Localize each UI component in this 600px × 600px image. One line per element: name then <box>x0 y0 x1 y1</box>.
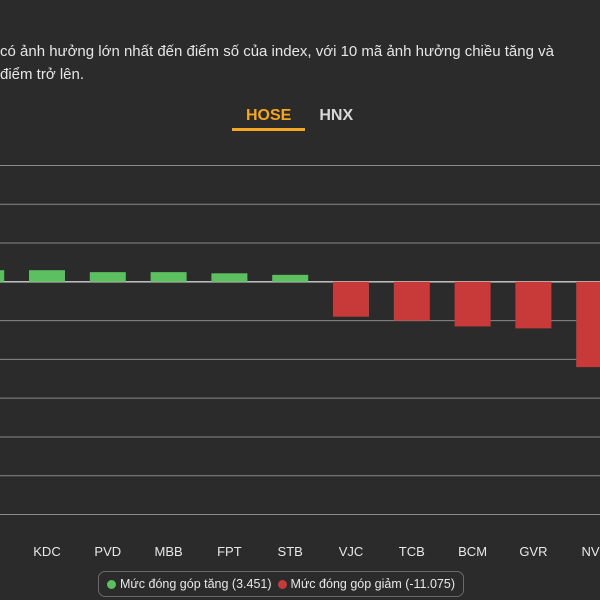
tab-hose[interactable]: HOSE <box>232 104 306 131</box>
tab-hnx[interactable]: HNX <box>319 107 354 124</box>
legend-item-positive[interactable]: Mức đóng góp tăng (3.451) <box>107 577 272 591</box>
bar-vjc[interactable] <box>333 281 369 317</box>
x-tick-label: KDC <box>33 544 60 559</box>
bar-tcb[interactable] <box>393 281 430 321</box>
positive-dot-icon <box>107 579 116 589</box>
x-tick-label: PVD <box>94 544 121 559</box>
legend-item-negative[interactable]: Mức đóng góp giảm (-11.075) <box>277 577 456 591</box>
x-tick-label: BCM <box>458 544 487 559</box>
x-tick-label: MBB <box>155 544 183 559</box>
exchange-tabs: HOSE HNX <box>232 104 367 136</box>
description-line-2: điểm trở lên. <box>0 66 85 83</box>
bar-nvl[interactable] <box>576 281 600 368</box>
x-tick-label: STB <box>278 544 303 559</box>
x-tick-label: FPT <box>217 544 242 559</box>
bar-kdc[interactable] <box>29 270 65 282</box>
chart-description: có ảnh hưởng lớn nhất đến điểm số của in… <box>0 40 600 86</box>
bar-gvr[interactable] <box>515 281 552 329</box>
bar-fpt[interactable] <box>211 273 248 282</box>
bar-partial[interactable] <box>0 270 5 282</box>
x-tick-label: GVR <box>519 544 547 559</box>
x-tick-label: NVL <box>582 544 600 559</box>
legend-positive-label: Mức đóng góp tăng (3.451) <box>120 577 272 591</box>
negative-dot-icon <box>277 579 287 589</box>
chart-legend: Mức đóng góp tăng (3.451) Mức đóng góp g… <box>98 571 465 597</box>
legend-negative-label: Mức đóng góp giảm (-11.075) <box>290 577 456 591</box>
bar-stb[interactable] <box>272 274 309 282</box>
bar-mbb[interactable] <box>150 272 187 282</box>
contribution-bar-chart: KDC PVD MBB FPT STB VJC TCB BCM GVR NVL <box>0 165 600 559</box>
x-tick-label: TCB <box>399 544 425 559</box>
bar-pvd[interactable] <box>89 272 126 282</box>
bar-bcm[interactable] <box>454 281 491 327</box>
x-tick-label: VJC <box>339 544 364 559</box>
description-line-1: có ảnh hưởng lớn nhất đến điểm số của in… <box>0 43 554 60</box>
